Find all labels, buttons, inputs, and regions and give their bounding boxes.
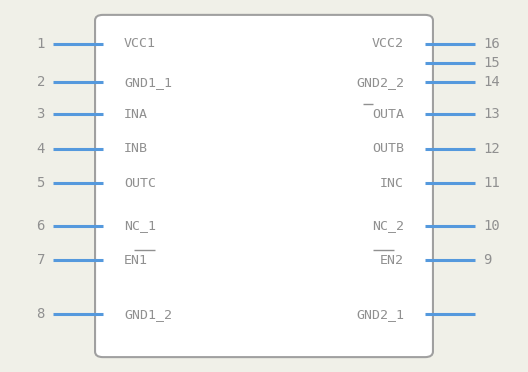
Text: INB: INB [124, 142, 148, 155]
Text: OUTB: OUTB [372, 142, 404, 155]
Text: OUT: OUT [380, 108, 404, 121]
Text: 11: 11 [483, 176, 500, 190]
Text: 4: 4 [36, 142, 45, 156]
Text: 2: 2 [36, 75, 45, 89]
Text: NC_1: NC_1 [124, 219, 156, 232]
Text: 14: 14 [483, 75, 500, 89]
Text: 16: 16 [483, 37, 500, 51]
Text: 8: 8 [36, 307, 45, 321]
Text: 9: 9 [483, 253, 492, 267]
Text: OUTC: OUTC [124, 177, 156, 190]
Text: EN2: EN2 [380, 254, 404, 267]
Text: INC: INC [380, 177, 404, 190]
Text: 12: 12 [483, 142, 500, 156]
FancyBboxPatch shape [95, 15, 433, 357]
Text: 3: 3 [36, 107, 45, 121]
Text: 7: 7 [36, 253, 45, 267]
Text: 10: 10 [483, 219, 500, 233]
Text: VCC2: VCC2 [372, 38, 404, 50]
Text: 6: 6 [36, 219, 45, 233]
Text: E: E [124, 254, 132, 267]
Text: VCC1: VCC1 [124, 38, 156, 50]
Text: 1: 1 [36, 37, 45, 51]
Text: EN1: EN1 [124, 254, 148, 267]
Text: 13: 13 [483, 107, 500, 121]
Text: 15: 15 [483, 56, 500, 70]
Text: INA: INA [124, 108, 148, 121]
Text: OUTA: OUTA [372, 108, 404, 121]
Text: 5: 5 [36, 176, 45, 190]
Text: GND1_2: GND1_2 [124, 308, 172, 321]
Text: E: E [396, 254, 404, 267]
Text: GND2_2: GND2_2 [356, 76, 404, 89]
Text: GND1_1: GND1_1 [124, 76, 172, 89]
Text: GND2_1: GND2_1 [356, 308, 404, 321]
Text: NC_2: NC_2 [372, 219, 404, 232]
